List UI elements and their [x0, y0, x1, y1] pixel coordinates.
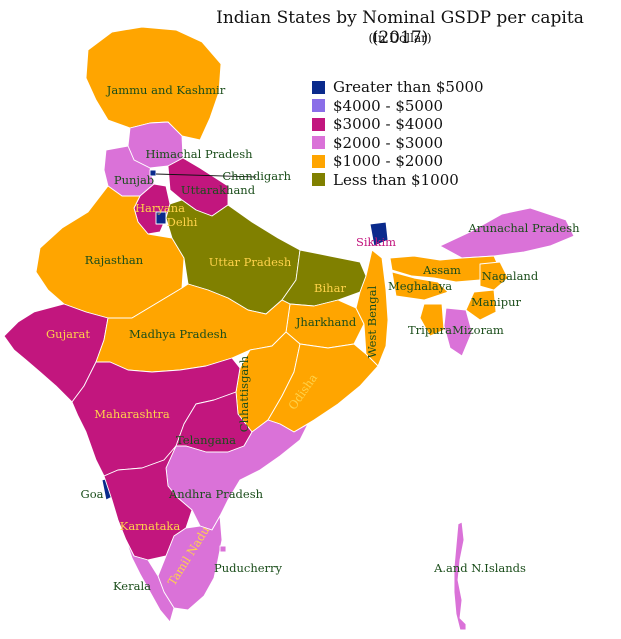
- region-label: Maharashtra: [94, 407, 170, 421]
- region-odisha: [267, 343, 379, 433]
- region-label: Delhi: [167, 215, 198, 229]
- region-label: Nagaland: [482, 269, 539, 283]
- region-label: Gujarat: [46, 327, 90, 341]
- legend-item: Less than $1000: [312, 171, 484, 189]
- legend-swatch: [312, 136, 325, 149]
- region-label: West Bengal: [365, 285, 379, 358]
- region-label: A.and N.Islands: [433, 561, 526, 575]
- legend-swatch: [312, 99, 325, 112]
- region-a-and-n-islands: [453, 521, 467, 631]
- region-chandigarh: [149, 169, 157, 177]
- legend: Greater than $5000 $4000 - $5000 $3000 -…: [312, 78, 484, 189]
- region-delhi: [155, 211, 167, 225]
- region-puducherry: [219, 545, 227, 553]
- legend-item: $3000 - $4000: [312, 115, 484, 133]
- region-label: Karnataka: [120, 519, 181, 533]
- legend-label: $3000 - $4000: [333, 115, 444, 133]
- region-label: Arunachal Pradesh: [467, 221, 580, 235]
- region-west-bengal: [355, 249, 389, 367]
- region-label: Himachal Pradesh: [145, 147, 253, 161]
- region-label: Uttar Pradesh: [209, 255, 292, 269]
- region-label: Andhra Pradesh: [168, 487, 264, 501]
- legend-swatch: [312, 173, 325, 186]
- region-label: Mizoram: [452, 323, 504, 337]
- region-label: Assam: [422, 263, 461, 277]
- region-label: Madhya Pradesh: [129, 327, 228, 341]
- region-manipur: [465, 289, 497, 321]
- region-nagaland: [479, 261, 509, 291]
- region-label: Chhattisgarh: [237, 355, 251, 432]
- chandigarh-leader-line: [155, 173, 257, 178]
- legend-label: Greater than $5000: [333, 78, 484, 96]
- region-label: Sikkim: [356, 235, 396, 249]
- legend-label: Less than $1000: [333, 170, 459, 189]
- legend-item: $1000 - $2000: [312, 152, 484, 170]
- region-label: Haryana: [135, 201, 185, 215]
- region-label: Puducherry: [214, 561, 283, 575]
- map-title: Indian States by Nominal GSDP per capita…: [216, 8, 584, 48]
- legend-item: $4000 - $5000: [312, 97, 484, 115]
- region-meghalaya: [391, 271, 449, 301]
- legend-swatch: [312, 154, 325, 168]
- region-label: Jammu and Kashmir: [106, 83, 226, 97]
- region-label: Punjab: [114, 173, 154, 187]
- legend-item: Greater than $5000: [312, 78, 484, 96]
- region-label: Bihar: [314, 281, 346, 295]
- region-karnataka: [103, 445, 193, 561]
- region-label: Tripura: [408, 323, 452, 337]
- region-label: Jharkhand: [295, 315, 357, 329]
- map-subtitle: (In Dollar): [368, 31, 432, 45]
- legend-label: $2000 - $3000: [333, 133, 444, 152]
- region-label: Uttarakhand: [181, 183, 256, 197]
- region-sikkim: [369, 221, 389, 247]
- region-label: Telangana: [176, 433, 236, 447]
- region-jammu-and-kashmir: [85, 26, 222, 141]
- region-label: Kerala: [113, 579, 151, 593]
- legend-swatch: [312, 80, 325, 94]
- legend-item: $2000 - $3000: [312, 134, 484, 152]
- region-label: Manipur: [471, 295, 521, 309]
- region-label: Meghalaya: [388, 279, 452, 293]
- region-mizoram: [443, 307, 473, 357]
- region-kerala: [125, 539, 175, 623]
- legend-swatch: [312, 117, 325, 131]
- region-label: Rajasthan: [85, 253, 144, 267]
- legend-label: $1000 - $2000: [333, 152, 444, 170]
- region-label: Goa: [81, 487, 104, 501]
- legend-label: $4000 - $5000: [333, 96, 444, 115]
- region-label: Chandigarh: [222, 169, 291, 183]
- region-tripura: [419, 303, 445, 337]
